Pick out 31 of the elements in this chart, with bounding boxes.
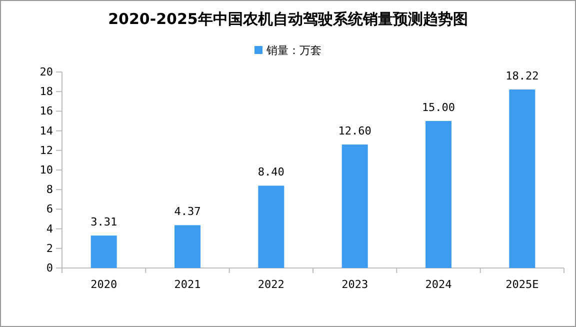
text: 12.60 [338,124,372,138]
x-tick-label: 2025E [506,278,539,291]
y-tick-label: 18 [40,85,53,98]
text: 15.00 [422,101,456,114]
bar [342,144,368,268]
y-tick-label: 12 [40,144,53,157]
text: 3.31 [90,216,118,229]
y-tick-label: 8 [46,183,53,196]
chart-title: 2020-2025年中国农机自动驾驶系统销量预测趋势图 [108,10,468,28]
y-tick-label: 20 [40,66,53,79]
x-tick-label: 2023 [342,278,368,291]
y-tick-label: 2 [46,242,53,255]
text: 18.22 [506,69,539,82]
y-tick-label: 16 [40,104,53,118]
bar [258,186,284,268]
y-tick-label: 14 [40,124,54,138]
legend-label: 销量：万套 [266,44,322,57]
y-tick-label: 4 [46,222,54,236]
y-tick-label: 10 [40,164,53,177]
text: 4.37 [174,205,201,218]
bar [426,121,452,268]
x-tick-label: 2020 [90,278,118,291]
x-tick-label: 2022 [258,278,284,291]
y-tick-label: 0 [46,262,53,275]
bar [90,236,117,268]
text: 8.40 [258,166,284,179]
bar [174,225,200,268]
x-tick-label: 2021 [174,278,201,291]
bar [509,89,536,268]
y-tick-label: 6 [46,202,53,216]
x-tick-label: 2024 [425,278,452,291]
